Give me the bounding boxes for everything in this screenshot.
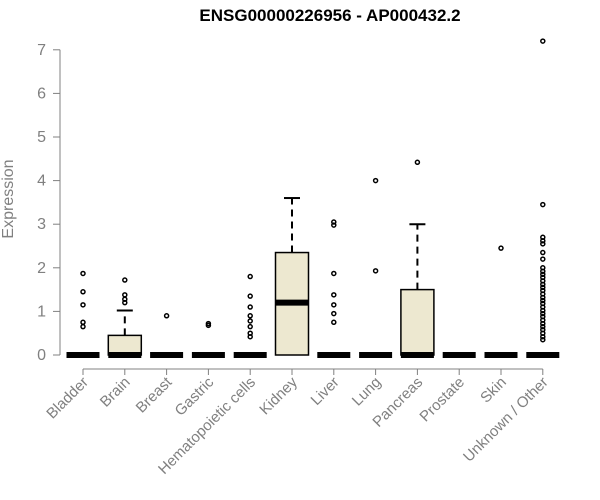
outlier-point (540, 274, 546, 281)
outlier-point (122, 277, 128, 283)
outlier-point (80, 302, 86, 308)
outlier-point (122, 296, 128, 302)
outlier-point (163, 313, 170, 319)
outlier-point (331, 222, 337, 228)
x-tick-label: Breast (133, 373, 176, 416)
x-tick-label: Bladder (43, 374, 92, 423)
x-tick-label: Brain (97, 374, 134, 411)
outlier-point (540, 284, 546, 291)
box-1 (66, 270, 100, 358)
outlier-point (540, 241, 546, 247)
y-tick-label: 4 (37, 173, 46, 190)
outlier-point (540, 234, 546, 241)
outlier-point (247, 293, 253, 299)
outlier-point (540, 287, 546, 294)
outlier-point (247, 318, 253, 324)
outlier-point (540, 313, 546, 320)
outlier-point (540, 326, 546, 333)
outlier-point (331, 319, 337, 326)
y-tick-label: 5 (37, 129, 46, 146)
box-5 (233, 273, 267, 358)
outlier-point (372, 177, 379, 184)
box-9 (400, 159, 435, 358)
outlier-point (414, 159, 421, 166)
y-tick-label: 2 (37, 260, 46, 277)
y-axis-label: Expression (0, 159, 17, 238)
y-tick-label: 6 (37, 85, 46, 102)
outlier-point (540, 271, 546, 278)
box-body (400, 288, 435, 356)
outlier-point (247, 313, 253, 319)
outlier-point (540, 38, 546, 44)
box-8 (359, 177, 393, 358)
y-axis: 0 1 2 3 4 5 6 7 (37, 42, 61, 364)
y-tick-label: 7 (37, 42, 46, 59)
outlier-point (331, 270, 337, 277)
outlier-point (498, 245, 504, 251)
outlier-point (372, 268, 379, 274)
box-6 (274, 197, 310, 356)
outlier-point (205, 320, 212, 327)
outlier-point (540, 336, 546, 343)
outlier-point (331, 310, 337, 317)
y-tick-label: 0 (37, 347, 46, 364)
outlier-point (80, 289, 86, 295)
y-tick-label: 1 (37, 303, 46, 320)
y-tick-label: 3 (37, 216, 46, 233)
box-3 (150, 313, 184, 358)
outlier-point (540, 300, 546, 307)
x-tick-label: Skin (477, 374, 510, 407)
outlier-point (122, 292, 128, 298)
outlier-point (540, 256, 546, 262)
outlier-point (540, 249, 546, 256)
outlier-point (247, 304, 253, 310)
outlier-point (80, 270, 86, 277)
outlier-point (247, 323, 253, 330)
outlier-point (540, 323, 546, 330)
box-2 (107, 277, 143, 358)
outlier-point (80, 319, 86, 326)
outlier-point (540, 297, 546, 304)
outlier-point (331, 219, 337, 225)
outlier-point (247, 330, 253, 336)
box-7 (317, 219, 351, 358)
x-tick-label: Liver (308, 374, 343, 409)
box-11 (484, 245, 518, 358)
x-tick-label: Prostate (416, 374, 468, 426)
outlier-point (331, 302, 337, 308)
outlier-point (540, 310, 546, 317)
outlier-point (540, 201, 546, 208)
boxes-group (66, 38, 560, 358)
box-12 (526, 38, 560, 358)
outlier-point (540, 265, 546, 271)
outlier-point (247, 273, 253, 280)
outlier-point (80, 323, 86, 330)
box-4 (191, 320, 225, 358)
x-tick-label: Kidney (256, 373, 301, 418)
outlier-point (331, 292, 337, 298)
chart-title: ENSG00000226956 - AP000432.2 (199, 6, 461, 25)
x-tick-label: Lung (349, 374, 385, 410)
